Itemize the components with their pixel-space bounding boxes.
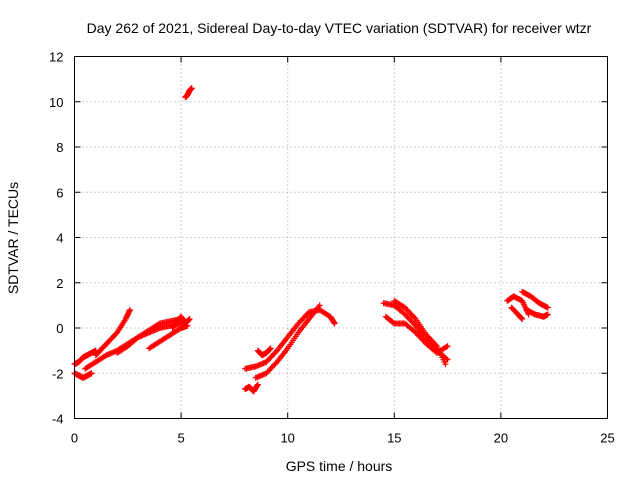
data-point — [88, 370, 95, 377]
series-arc-9 — [242, 381, 261, 395]
series-arc-12 — [254, 345, 274, 359]
data-point — [544, 311, 551, 318]
series-arc-8 — [182, 85, 195, 101]
series-arc-17 — [508, 304, 526, 322]
series-arc-2 — [71, 370, 95, 381]
series-arc-14 — [382, 313, 451, 356]
x-axis-label: GPS time / hours — [286, 458, 393, 474]
y-tick-label: -2 — [52, 366, 64, 381]
data-points — [71, 85, 551, 395]
y-tick-label: 8 — [56, 140, 63, 155]
y-axis-label: SDTVAR / TECUs — [5, 182, 21, 294]
y-tick-label: 12 — [49, 50, 63, 65]
data-point — [316, 302, 323, 309]
chart-title: Day 262 of 2021, Sidereal Day-to-day VTE… — [87, 20, 592, 36]
x-tick-label: 5 — [177, 431, 184, 446]
y-tick-label: 2 — [56, 276, 63, 291]
y-tick-label: -4 — [52, 412, 64, 427]
series-arc-18 — [519, 288, 551, 311]
axis-ticks: 0 5 10 15 20 25 -4 -2 0 2 4 6 8 10 12 — [49, 50, 615, 446]
series-arc-7 — [169, 313, 193, 331]
data-point — [267, 345, 274, 352]
data-point — [188, 85, 195, 92]
data-point — [442, 361, 449, 368]
x-tick-label: 15 — [387, 431, 401, 446]
data-point — [331, 320, 338, 327]
y-tick-label: 6 — [56, 185, 63, 200]
x-tick-label: 25 — [600, 431, 614, 446]
y-tick-label: 4 — [56, 231, 63, 246]
data-point — [126, 306, 133, 313]
data-point — [444, 343, 451, 350]
data-point — [544, 304, 551, 311]
grid-lines — [74, 56, 608, 419]
x-tick-label: 0 — [71, 431, 78, 446]
x-tick-label: 20 — [494, 431, 508, 446]
data-point — [443, 343, 450, 350]
data-point — [155, 321, 162, 328]
series-arc-11 — [252, 302, 323, 381]
series-arc-10 — [242, 306, 338, 372]
data-point — [443, 355, 450, 362]
data-point — [186, 315, 193, 322]
series-arc-19 — [523, 306, 551, 320]
data-point — [519, 315, 526, 322]
series-arc-15 — [391, 297, 449, 368]
x-tick-label: 10 — [280, 431, 294, 446]
series-arc-4 — [92, 306, 133, 359]
data-point — [254, 381, 261, 388]
y-tick-label: 0 — [56, 321, 63, 336]
plot-frame — [74, 56, 608, 419]
y-tick-label: 10 — [49, 95, 63, 110]
